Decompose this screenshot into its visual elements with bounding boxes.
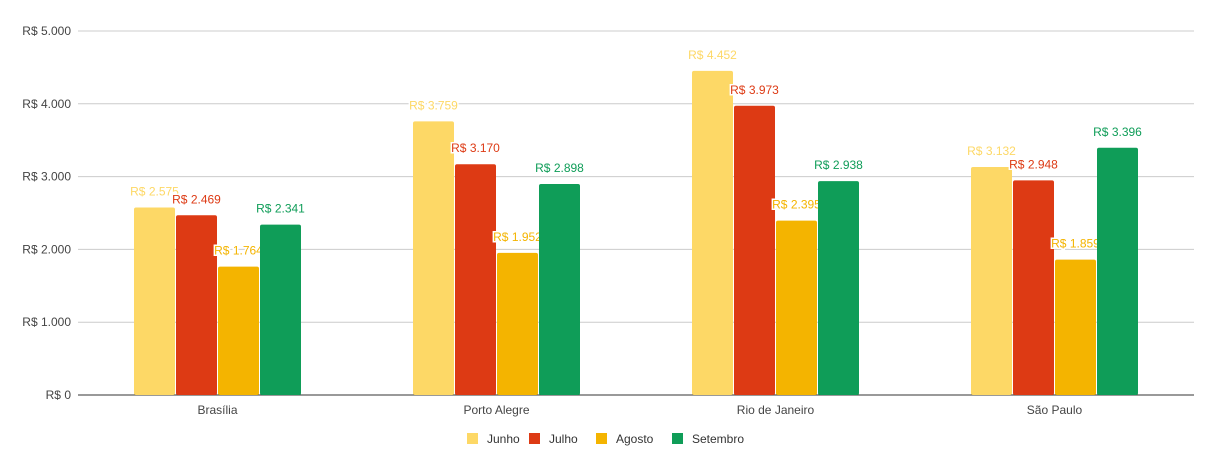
data-label: R$ 1.764 — [214, 244, 263, 258]
data-label: R$ 3.170 — [451, 141, 500, 155]
legend-label: Julho — [549, 432, 578, 446]
bar-julho — [176, 215, 217, 395]
y-tick-label: R$ 3.000 — [22, 170, 71, 184]
y-tick-label: R$ 0 — [46, 388, 72, 402]
x-tick-label: Rio de Janeiro — [737, 403, 815, 417]
bar-setembro — [818, 181, 859, 395]
legend-label: Agosto — [616, 432, 654, 446]
legend-swatch-agosto — [596, 433, 607, 444]
bar-junho — [413, 121, 454, 396]
bar-setembro — [260, 224, 301, 395]
legend-swatch-setembro — [672, 433, 683, 444]
legend-swatch-julho — [529, 433, 540, 444]
data-label: R$ 3.132 — [967, 144, 1016, 158]
data-label: R$ 3.396 — [1093, 125, 1142, 139]
bar-agosto — [776, 220, 817, 395]
data-label: R$ 2.575 — [130, 185, 179, 199]
y-tick-label: R$ 4.000 — [22, 97, 71, 111]
data-label: R$ 2.898 — [535, 161, 584, 175]
y-tick-label: R$ 1.000 — [22, 315, 71, 329]
legend-label: Setembro — [692, 432, 744, 446]
bar-julho — [455, 164, 496, 395]
data-label: R$ 2.938 — [814, 158, 863, 172]
y-tick-label: R$ 2.000 — [22, 242, 71, 256]
bar-julho — [734, 105, 775, 396]
bar-julho — [1013, 180, 1054, 395]
data-label: R$ 1.859 — [1051, 237, 1100, 251]
data-label: R$ 2.395 — [772, 198, 821, 212]
data-label: R$ 3.759 — [409, 98, 458, 112]
bar-agosto — [1055, 259, 1096, 395]
bar-agosto — [218, 266, 259, 395]
bar-setembro — [539, 184, 580, 395]
data-label: R$ 2.469 — [172, 192, 221, 206]
data-label: R$ 4.452 — [688, 48, 737, 62]
bar-agosto — [497, 252, 538, 395]
data-label: R$ 2.948 — [1009, 157, 1058, 171]
x-tick-label: São Paulo — [1027, 403, 1083, 417]
data-label: R$ 3.973 — [730, 83, 779, 97]
bar-setembro — [1097, 147, 1138, 395]
y-tick-label: R$ 5.000 — [22, 24, 71, 38]
legend-label: Junho — [487, 432, 520, 446]
legend-swatch-junho — [467, 433, 478, 444]
bar-junho — [971, 166, 1012, 395]
x-tick-label: Brasília — [197, 403, 237, 417]
bar-junho — [692, 70, 733, 395]
data-label: R$ 1.952 — [493, 230, 542, 244]
x-tick-label: Porto Alegre — [463, 403, 529, 417]
data-label: R$ 2.341 — [256, 202, 305, 216]
bar-junho — [134, 207, 175, 395]
